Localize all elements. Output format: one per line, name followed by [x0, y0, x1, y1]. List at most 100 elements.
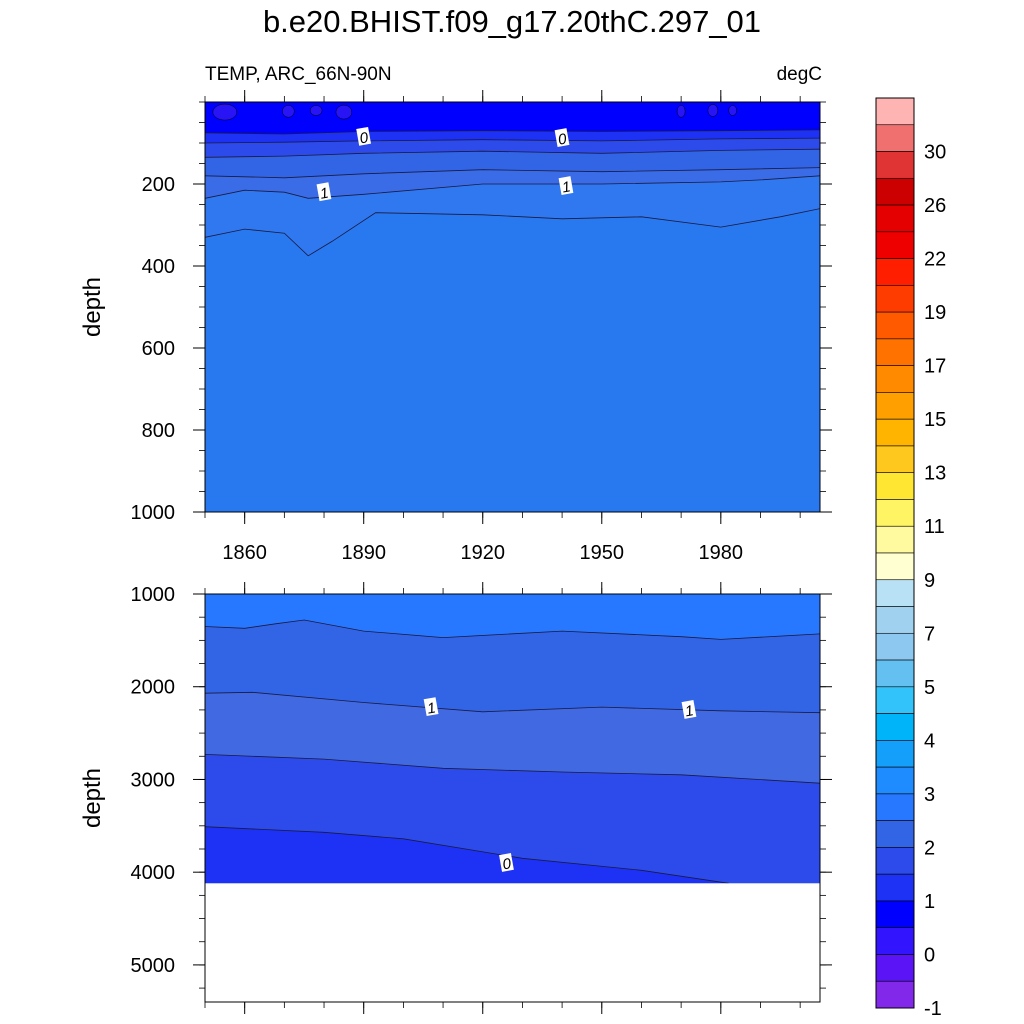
- contour-label-box: [356, 126, 372, 146]
- cold-patch: [282, 105, 295, 118]
- colorbar-swatch: [875, 579, 915, 607]
- colorbar-label: 17: [924, 356, 946, 378]
- colorbar-swatch: [875, 445, 915, 474]
- cold-patch: [707, 104, 719, 117]
- colorbar-label: 22: [924, 249, 946, 271]
- contour-label-box: [423, 697, 439, 717]
- colorbar-swatch: [875, 927, 915, 955]
- colorbar-label: 26: [924, 195, 946, 217]
- colorbar-label: 1: [924, 891, 935, 913]
- colorbar-label: 5: [924, 677, 935, 699]
- colorbar-swatch: [875, 204, 915, 233]
- y-tick-label: 2000: [131, 677, 176, 699]
- isotherm-line: [205, 691, 820, 714]
- units-label: degC: [776, 64, 822, 85]
- contour-label-box: [558, 176, 574, 195]
- colorbar-label: 19: [924, 302, 946, 324]
- colorbar-swatch: [875, 365, 915, 393]
- cold-patch: [309, 105, 323, 116]
- colorbar-swatch: [875, 392, 915, 420]
- colorbar-swatch: [875, 740, 915, 768]
- y-tick-label: 800: [142, 420, 175, 442]
- y-tick-label: 1000: [131, 502, 176, 524]
- colorbar-label: 9: [924, 570, 935, 592]
- y-tick-label: 200: [142, 174, 175, 196]
- variable-region-label: TEMP, ARC_66N-90N: [205, 64, 392, 85]
- colorbar-swatch: [875, 499, 915, 527]
- colorbar-label: -1: [924, 998, 942, 1020]
- lower-panel: 1 1 0 1000 2000 3000 4000 5000 depth: [79, 582, 832, 1014]
- colorbar-frame: [875, 97, 915, 1009]
- isotherm-line: [205, 754, 820, 784]
- colorbar-swatch: [875, 793, 915, 821]
- plot-area: [205, 102, 820, 512]
- colorbar-swatch: [875, 713, 915, 741]
- colorbar-label: 2: [924, 837, 935, 859]
- isotherm-line: [205, 208, 820, 257]
- colorbar-swatch: [875, 311, 915, 340]
- contour-label-box: [681, 700, 697, 719]
- colorbar-swatch: [875, 873, 915, 902]
- colorbar-swatch: [875, 847, 915, 875]
- plot-area: [205, 594, 820, 1002]
- isotherm-line: [205, 175, 820, 199]
- y-tick-label: 600: [142, 338, 175, 360]
- isotherm-line: [205, 129, 820, 135]
- contour-label-box: [554, 128, 570, 148]
- y-axis-label: depth: [79, 768, 106, 828]
- figure-title: b.e20.BHIST.f09_g17.20thC.297_01: [262, 4, 762, 39]
- colorbar-label: 7: [924, 623, 935, 645]
- x-tick-label: 1980: [699, 542, 744, 564]
- colorbar-label: 4: [924, 730, 935, 752]
- contour-band: [205, 826, 729, 884]
- colorbar-swatch: [875, 552, 915, 581]
- cold-patch: [335, 104, 353, 120]
- y-tick-label: 3000: [131, 769, 176, 791]
- x-tick-label: 1920: [460, 542, 505, 564]
- isotherm-line: [205, 148, 820, 158]
- colorbar-label: 11: [924, 516, 945, 538]
- colorbar-swatch: [875, 285, 915, 313]
- contour-label-box: [499, 853, 514, 872]
- colorbar-swatch: [875, 151, 915, 179]
- cold-patch: [676, 105, 686, 118]
- colorbar-swatch: [875, 231, 915, 259]
- colorbar-swatch: [875, 954, 915, 982]
- y-tick-label: 4000: [131, 862, 176, 884]
- plot-frame: [204, 593, 821, 1003]
- colorbar-swatch: [875, 338, 915, 366]
- colorbar-swatch: [875, 632, 915, 661]
- colorbar-swatch: [875, 418, 915, 447]
- colorbar-label: 15: [924, 409, 946, 431]
- colorbar-swatch: [875, 686, 915, 714]
- cold-patch: [212, 103, 238, 121]
- colorbar-swatch: [875, 177, 915, 206]
- colorbar-swatch: [875, 124, 915, 152]
- colorbar-swatch: [875, 900, 915, 929]
- x-tick-label: 1950: [580, 542, 625, 564]
- y-axis-label: depth: [79, 277, 106, 337]
- y-tick-label: 1000: [131, 584, 176, 606]
- x-tick-label: 1890: [341, 542, 386, 564]
- colorbar-label: 0: [924, 944, 935, 966]
- contour-label: 0: [557, 130, 569, 148]
- contour-label: 1: [684, 702, 695, 720]
- colorbar-label: 3: [924, 784, 935, 806]
- colorbar-swatch: [875, 820, 915, 848]
- contour-label: 0: [501, 855, 513, 873]
- contour-label: 0: [358, 129, 370, 147]
- colorbar-swatch: [875, 766, 915, 795]
- isotherm-line: [205, 137, 820, 144]
- contour-label: 1: [426, 700, 437, 718]
- colorbar-label: 30: [924, 142, 946, 164]
- y-tick-label: 400: [142, 256, 175, 278]
- contour-band: [205, 208, 820, 512]
- colorbar-label: 13: [924, 463, 946, 485]
- colorbar-swatch: [875, 606, 915, 634]
- missing-data-area: [205, 883, 820, 1002]
- colorbar-swatch: [875, 980, 915, 1009]
- isotherm-line: [205, 619, 820, 640]
- colorbar-swatch: [875, 659, 915, 688]
